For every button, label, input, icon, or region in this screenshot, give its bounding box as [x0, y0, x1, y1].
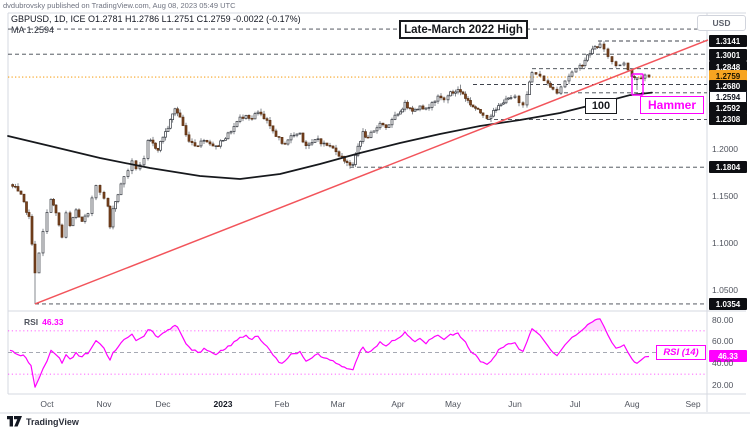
footer-brand-text: TradingView: [26, 416, 79, 427]
hammer-callout[interactable]: Hammer: [640, 96, 704, 114]
price-axis-label: 1.2000: [712, 144, 738, 154]
price-axis-label: 1.2592: [709, 102, 747, 114]
time-axis-label: Oct: [40, 399, 54, 409]
rsi-status-line[interactable]: RSI 46.33: [24, 317, 63, 327]
price-axis-label: 1.0354: [709, 298, 747, 310]
time-axis-label: Sep: [685, 399, 701, 409]
footer-brand[interactable]: TradingView: [7, 416, 79, 427]
time-axis-label: May: [444, 399, 462, 409]
ma-study-line[interactable]: MA 1.2594: [11, 25, 55, 35]
time-axis-label: Jun: [508, 399, 522, 409]
ma-100-line[interactable]: [7, 91, 653, 180]
price-axis-label: 1.2680: [709, 80, 747, 92]
time-axis-label: 2023: [213, 399, 233, 409]
price-axis-label: 1.0500: [712, 285, 738, 295]
price-axis-label: 20.00: [712, 380, 734, 390]
rsi-current-value: 46.33: [42, 317, 64, 327]
price-axis-label: 1.2308: [709, 113, 747, 125]
price-axis-label: 1.3141: [709, 35, 747, 47]
price-axis-label: 80.00: [712, 315, 734, 325]
time-axis-label: Dec: [155, 399, 171, 409]
price-axis-label: 1.1804: [709, 161, 747, 173]
late-march-2022-high-callout[interactable]: Late-March 2022 High: [399, 20, 528, 39]
ma-100-callout[interactable]: 100: [585, 98, 617, 114]
rsi-14-callout[interactable]: RSI (14): [656, 345, 706, 360]
price-axis-label: 1.1500: [712, 191, 738, 201]
time-axis-label: Nov: [96, 399, 112, 409]
price-axis-label: 1.2759: [709, 70, 747, 82]
candles-layer[interactable]: [11, 41, 651, 304]
price-axis-label: 60.00: [712, 336, 734, 346]
currency-unit-button[interactable]: USD: [697, 15, 746, 31]
publish-info-line: dvdubrovsky published on TradingView.com…: [3, 1, 236, 10]
price-axis-label: 1.1000: [712, 238, 738, 248]
trendline[interactable]: [34, 39, 709, 305]
tradingview-logo-icon: [7, 416, 22, 427]
time-axis-label: Jul: [569, 399, 581, 409]
time-axis-label: Aug: [624, 399, 640, 409]
rsi-band-fill: [582, 318, 604, 331]
rsi-title: RSI: [24, 317, 39, 327]
time-axis-label: Apr: [391, 399, 405, 409]
time-axis-label: Feb: [274, 399, 290, 409]
symbol-ohlc-line[interactable]: GBPUSD, 1D, ICE O1.2781 H1.2786 L1.2751 …: [11, 14, 301, 24]
price-axis-label: 46.33: [709, 350, 747, 362]
rsi-line[interactable]: [9, 318, 650, 388]
price-axis-label: 40.00: [712, 358, 734, 368]
hammer-highlight-rect[interactable]: [631, 73, 644, 96]
price-axis-label: 1.3001: [709, 49, 747, 61]
time-axis-label: Mar: [330, 399, 346, 409]
